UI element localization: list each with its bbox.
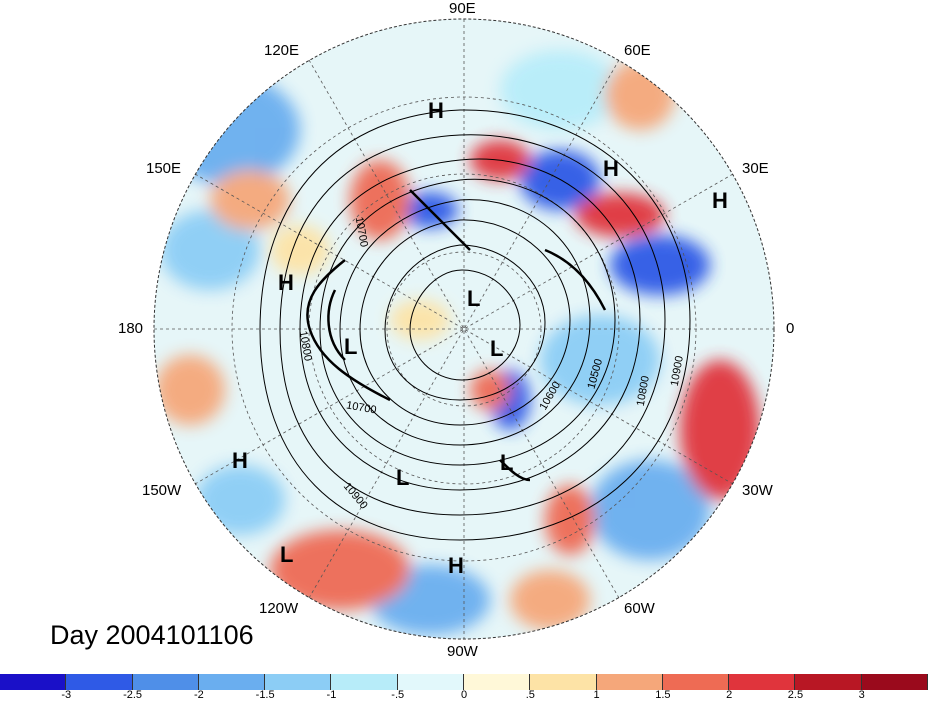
high-center: H — [278, 270, 294, 295]
lon-label-30e: 30E — [742, 160, 769, 177]
colorbar-swatch — [198, 674, 266, 690]
lon-label-90e: 90E — [449, 0, 476, 17]
lon-label-30w: 30W — [742, 482, 773, 499]
height-contours — [259, 109, 691, 541]
low-center: L — [280, 542, 294, 567]
colorbar-swatch — [132, 674, 199, 690]
day-title: Day 2004101106 — [50, 620, 254, 650]
colorbar-tick-label: 1.5 — [655, 689, 671, 701]
colorbar-swatch — [795, 674, 862, 690]
low-center: L — [467, 286, 481, 311]
high-center: H — [448, 553, 464, 578]
low-center: L — [490, 336, 504, 361]
colorbar-tick-label: 3 — [858, 689, 865, 701]
colorbar-swatch — [662, 674, 730, 690]
low-center: L — [344, 334, 358, 359]
colorbar-tick-label: 2 — [726, 689, 733, 701]
colorbar-swatch — [463, 674, 531, 690]
colorbar-swatch — [729, 674, 796, 690]
colorbar-tick-label: 0 — [460, 689, 468, 701]
high-center: H — [712, 188, 728, 213]
colorbar-swatch — [530, 674, 597, 690]
colorbar-tick-label: 2.5 — [787, 689, 804, 701]
lon-label-150e: 150E — [146, 160, 182, 177]
colorbar-swatch — [265, 674, 332, 690]
colorbar-tick-label: -2.5 — [123, 689, 143, 701]
colorbar — [0, 674, 928, 690]
jet-contours — [306, 189, 607, 482]
map-boundary — [153, 18, 775, 640]
colorbar-tick-label: -2 — [193, 689, 204, 701]
lon-label-90w: 90W — [447, 643, 478, 660]
colorbar-tick-label: -3 — [61, 689, 72, 701]
colorbar-swatch — [596, 674, 663, 690]
low-center: L — [396, 465, 410, 490]
colorbar-tick-label: .5 — [525, 689, 535, 701]
colorbar-swatch — [397, 674, 464, 690]
lon-label-120e: 120E — [264, 42, 300, 59]
lon-label-150w: 150W — [142, 482, 182, 499]
colorbar-swatch — [66, 674, 133, 690]
colorbar-tick-label: -.5 — [391, 689, 405, 701]
lon-label-60e: 60E — [624, 42, 651, 59]
lon-label-120w: 120W — [259, 600, 299, 617]
lon-label-0: 0 — [786, 320, 795, 337]
high-center: H — [428, 98, 444, 123]
colorbar-ticks: -3 -2.5 -2 -1.5 -1 -.5 0 .5 1 1.5 2 2.5 3 — [0, 689, 928, 702]
lon-label-60w: 60W — [624, 600, 655, 617]
high-center: H — [603, 156, 619, 181]
lon-label-180: 180 — [118, 320, 144, 337]
colorbar-tick-label: 1 — [593, 689, 600, 701]
colorbar-swatch — [0, 674, 67, 690]
colorbar-tick-label: -1 — [326, 689, 337, 701]
colorbar-swatch — [331, 674, 398, 690]
low-center: L — [500, 450, 514, 475]
high-center: H — [232, 448, 248, 473]
colorbar-swatch — [861, 674, 928, 690]
colorbar-tick-label: -1.5 — [255, 689, 275, 701]
